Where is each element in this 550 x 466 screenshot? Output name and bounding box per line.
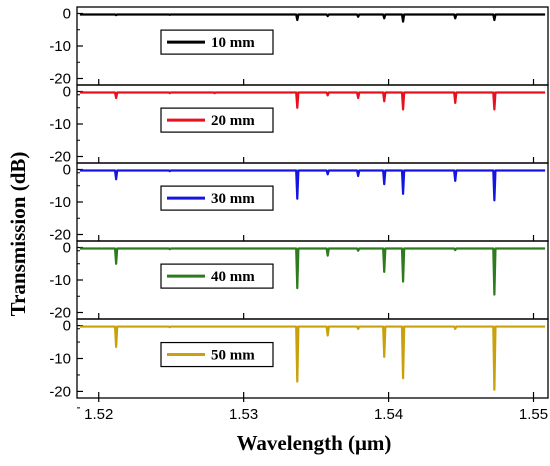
x-axis: 1.52 1.53 1.54 1.55: [84, 398, 548, 423]
series-line: [79, 247, 546, 296]
legend-label: 30 mm: [211, 191, 255, 207]
y-tick-label: -10: [49, 38, 71, 55]
series-line: [79, 325, 546, 391]
y-tick-label: 0: [63, 84, 71, 101]
y-tick-label: -10: [49, 351, 71, 368]
y-tick-label: -20: [49, 383, 71, 400]
x-axis-title: Wavelength (μm): [237, 431, 392, 455]
panel-1: 0 -10 -20 10 mm: [49, 6, 549, 96]
panel-frame: [76, 240, 549, 320]
y-tick-label: -10: [49, 116, 71, 133]
x-tick-label: 1.55: [519, 406, 548, 423]
y-tick-label: -20: [49, 149, 71, 166]
series-line: [79, 13, 546, 23]
legend: 50 mm: [160, 341, 274, 368]
legend: 10 mm: [160, 29, 274, 55]
y-tick-label: -20: [49, 305, 71, 322]
series-line: [79, 169, 546, 202]
legend-label: 50 mm: [211, 348, 255, 364]
legend: 30 mm: [160, 185, 274, 211]
legend-label: 40 mm: [211, 269, 255, 285]
panel-2: 0 -10 -20 20 mm: [49, 84, 549, 174]
legend-box: [160, 185, 274, 211]
y-tick-label: -20: [49, 227, 71, 244]
y-axis-title: Transmission (dB): [6, 152, 30, 317]
chart-panels: 0 -10 -20 10 mm 0 -10 -20 20 mm 0 -10 -20 30 mm 0 -10…: [49, 6, 549, 409]
y-tick-label: -20: [49, 71, 71, 88]
panel-frame: [76, 6, 549, 86]
legend-label: 10 mm: [211, 35, 255, 51]
panel-3: 0 -10 -20 30 mm: [49, 162, 549, 252]
y-tick-label: 0: [63, 6, 71, 23]
legend: 20 mm: [160, 107, 274, 133]
x-tick-label: 1.54: [374, 406, 403, 423]
y-tick-label: -10: [49, 194, 71, 211]
y-tick-label: 0: [63, 240, 71, 257]
panel-4: 0 -10 -20 40 mm: [49, 240, 549, 330]
y-tick-label: 0: [63, 162, 71, 179]
x-tick-label: 1.52: [84, 406, 113, 423]
panel-frame: [76, 162, 549, 242]
x-tick-label: 1.53: [229, 406, 258, 423]
panel-frame: [76, 84, 549, 164]
legend-label: 20 mm: [211, 113, 255, 129]
panel-5: 0 -10 -20 50 mm: [49, 318, 549, 409]
y-tick-label: -10: [49, 272, 71, 289]
series-line: [79, 91, 546, 111]
panel-frame: [76, 318, 549, 399]
y-tick-label: 0: [63, 318, 71, 335]
legend: 40 mm: [160, 263, 274, 289]
